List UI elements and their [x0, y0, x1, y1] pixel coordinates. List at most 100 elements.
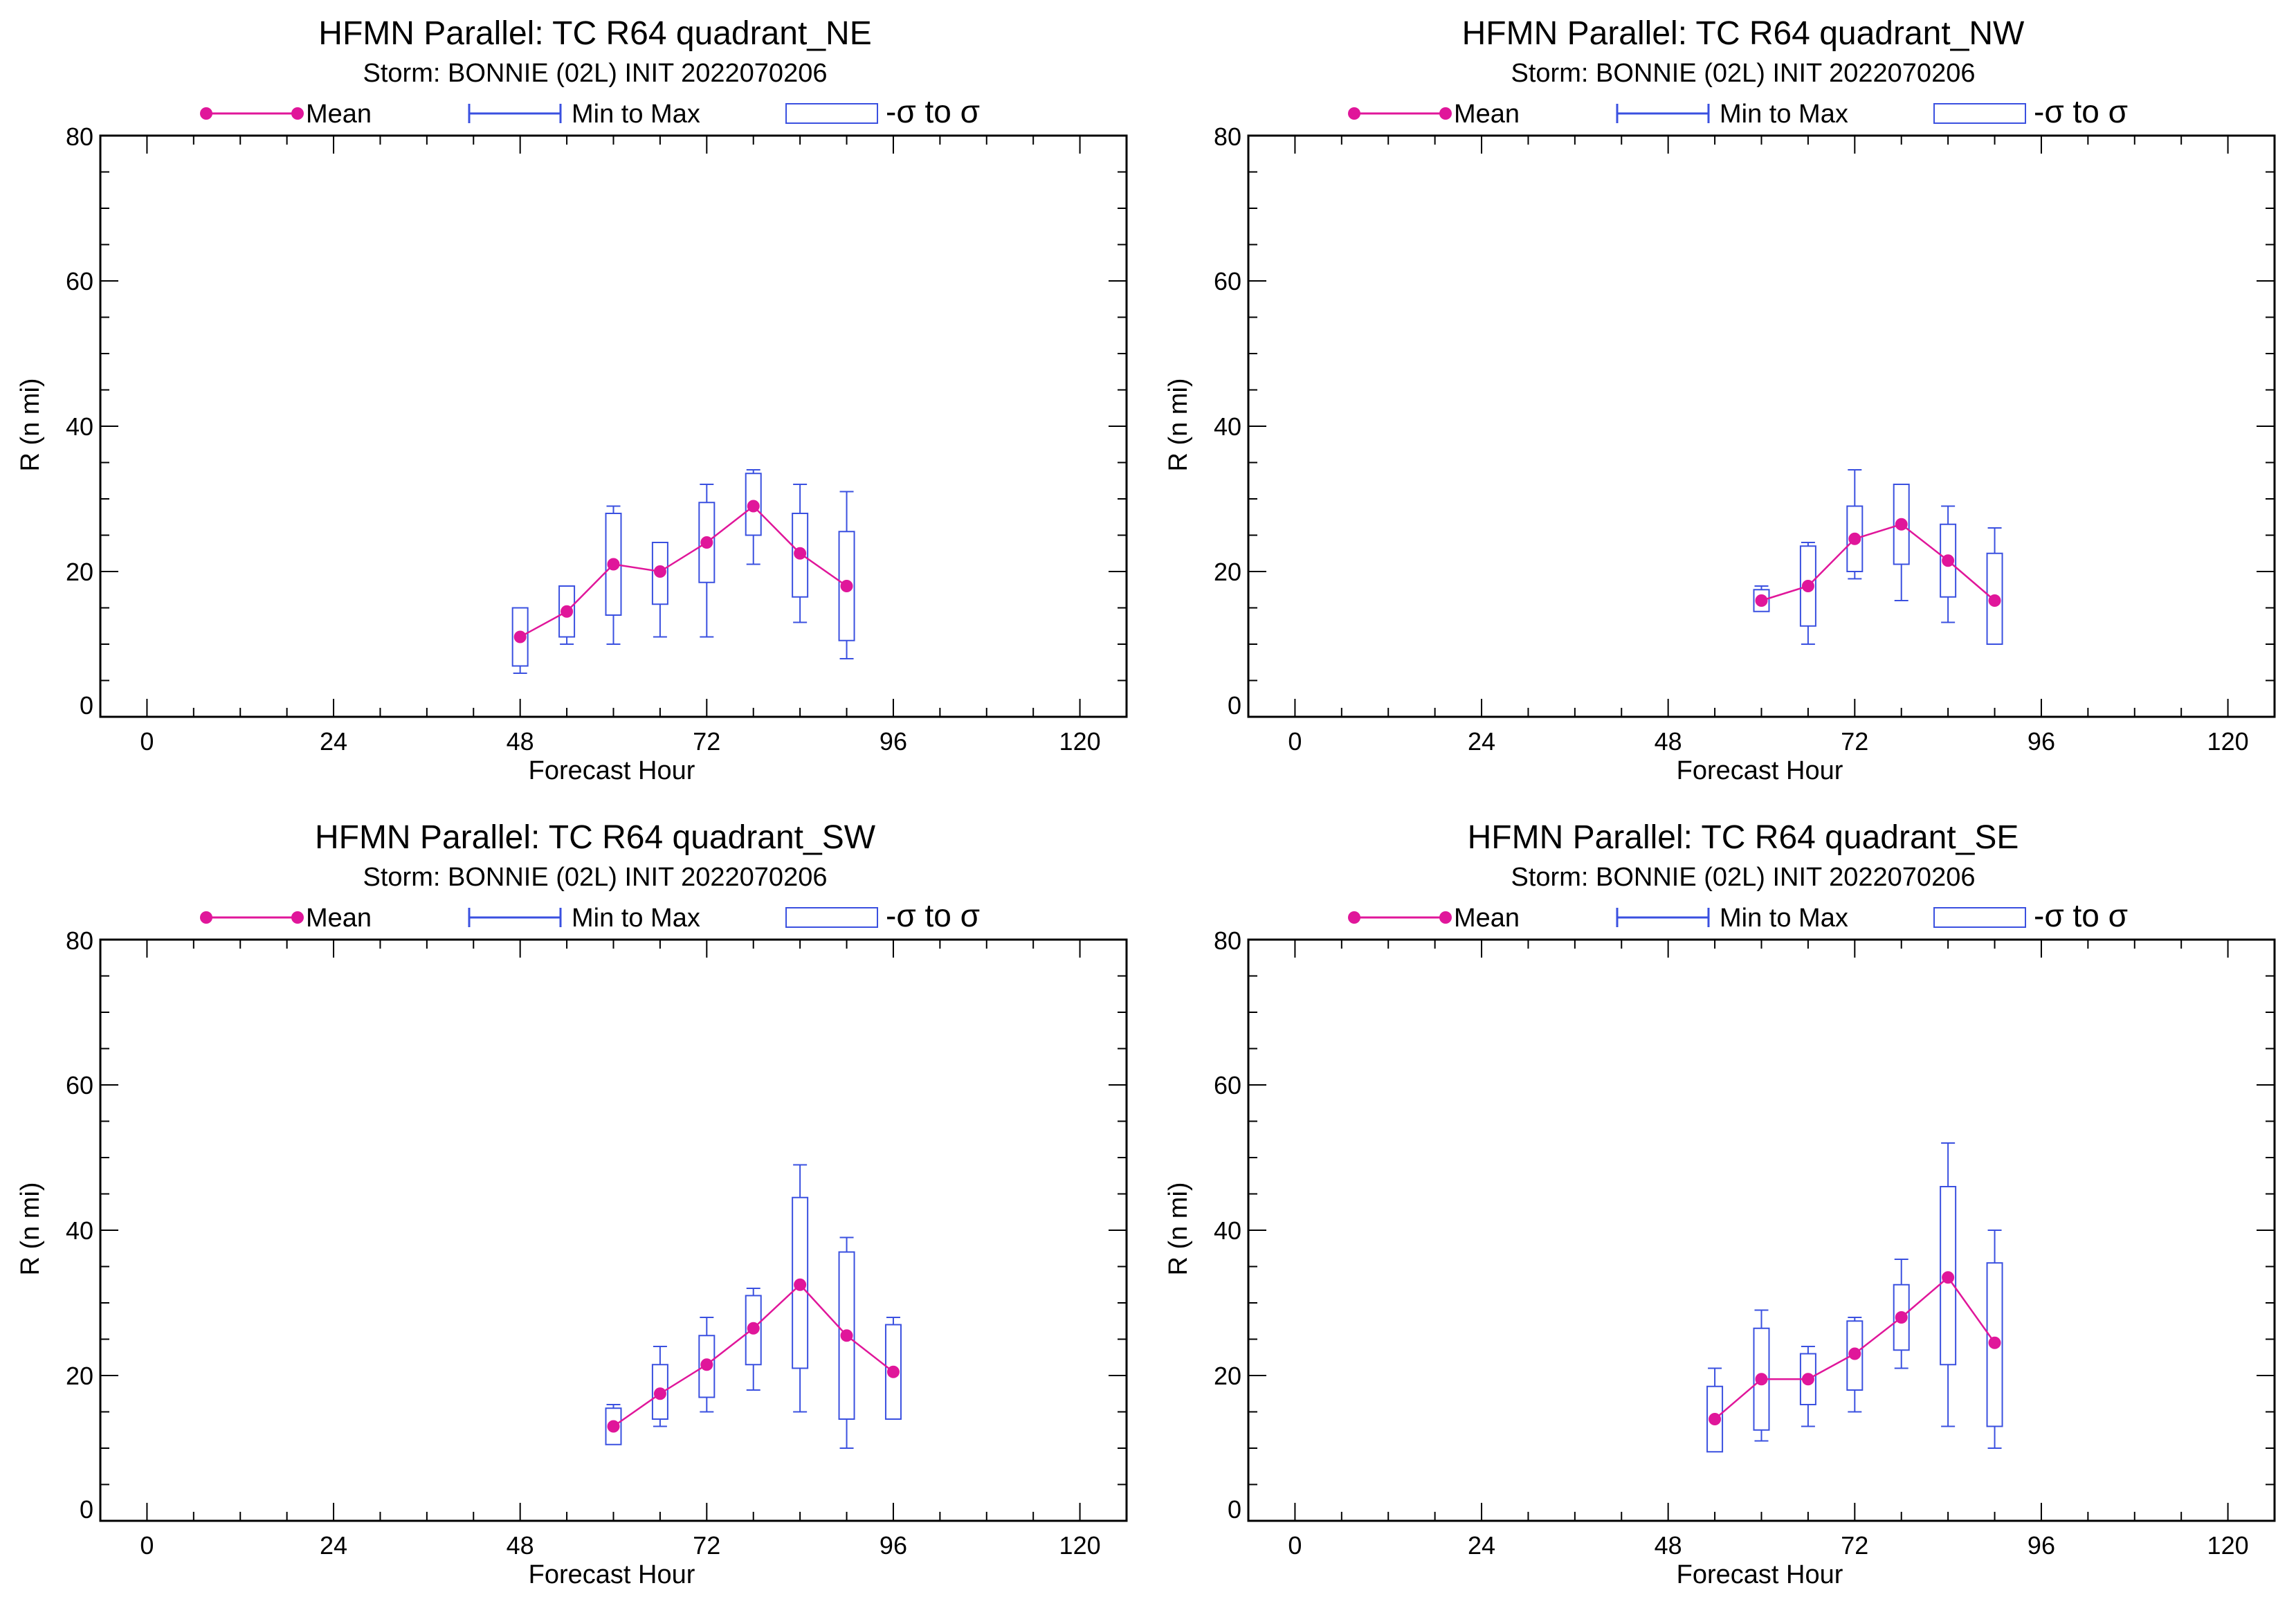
x-tick-label: 0	[1288, 727, 1302, 756]
y-tick-label: 20	[1214, 558, 1241, 586]
y-tick-label: 80	[1214, 926, 1241, 955]
y-tick-label: 0	[80, 1495, 93, 1524]
mean-line	[1761, 523, 1996, 602]
mean-point	[1755, 594, 1768, 607]
mean-point	[653, 565, 666, 578]
x-tick-label: 120	[2207, 727, 2249, 756]
plot-area: 0 24 48 72 96 120 0 20 40 60 80	[66, 926, 1128, 1560]
mean-point	[653, 1387, 666, 1400]
legend-mean-label: Mean	[1454, 100, 1520, 129]
chart-panel-ne: HFMN Parallel: TC R64 quadrant_NE Storm:…	[0, 0, 1148, 804]
x-tick-label: 24	[320, 1531, 347, 1560]
x-axis-label: Forecast Hour	[1677, 1560, 1843, 1589]
x-tick-label: 96	[2028, 727, 2055, 756]
y-tick-label: 40	[1214, 412, 1241, 441]
mean-point	[1895, 1311, 1908, 1324]
y-tick-label: 20	[1214, 1362, 1241, 1390]
chart-se: HFMN Parallel: TC R64 quadrant_SE Storm:…	[1164, 819, 2276, 1589]
y-tick-label: 60	[1214, 1071, 1241, 1099]
mean-point	[1755, 1373, 1768, 1386]
legend-minmax-label: Min to Max	[572, 100, 700, 129]
chart-panel-sw: HFMN Parallel: TC R64 quadrant_SW Storm:…	[0, 804, 1148, 1608]
legend-mean-marker	[200, 911, 212, 924]
y-axis-label: R (n mi)	[16, 1182, 45, 1275]
mean-point	[1988, 594, 2001, 607]
chart-subtitle: Storm: BONNIE (02L) INIT 2022070206	[363, 59, 828, 88]
chart-panel-se: HFMN Parallel: TC R64 quadrant_SE Storm:…	[1148, 804, 2296, 1608]
legend-sigma-label: -σ to σ	[886, 93, 980, 129]
mean-point	[747, 1322, 760, 1335]
y-tick-label: 80	[66, 926, 93, 955]
mean-point	[1709, 1413, 1722, 1425]
y-tick-label: 60	[1214, 267, 1241, 295]
mean-point	[747, 500, 760, 513]
legend-sigma-box	[785, 907, 878, 928]
legend-sigma-box	[1933, 103, 2026, 124]
chart-title: HFMN Parallel: TC R64 quadrant_SW	[315, 819, 876, 856]
legend-sigma-box	[785, 103, 878, 124]
y-tick-label: 80	[1214, 122, 1241, 151]
x-tick-label: 24	[1468, 1531, 1495, 1560]
x-axis-label: Forecast Hour	[1677, 756, 1843, 785]
y-tick-label: 0	[80, 691, 93, 720]
mean-point	[607, 558, 620, 571]
plot-area: 0 24 48 72 96 120 0 20 40 60 80	[1214, 926, 2276, 1560]
x-tick-label: 48	[507, 1531, 534, 1560]
x-axis-label: Forecast Hour	[529, 756, 695, 785]
x-tick-label: 24	[320, 727, 347, 756]
y-tick-label: 40	[66, 412, 93, 441]
legend-mean-marker	[291, 107, 304, 120]
legend-mean-label: Mean	[306, 100, 372, 129]
mean-point	[1801, 1373, 1814, 1386]
chart-subtitle: Storm: BONNIE (02L) INIT 2022070206	[363, 863, 828, 892]
legend-mean-marker	[1348, 107, 1360, 120]
legend-mean-marker	[1439, 911, 1452, 924]
mean-point	[513, 630, 527, 643]
legend: Mean Min to Max -σ to σ	[200, 93, 980, 129]
legend-sigma-label: -σ to σ	[2034, 93, 2128, 129]
x-tick-label: 48	[507, 727, 534, 756]
x-tick-label: 48	[1655, 727, 1682, 756]
plot-area: 0 24 48 72 96 120 0 20 40 60 80	[66, 122, 1128, 756]
mean-point	[700, 1358, 713, 1371]
mean-point	[561, 605, 574, 618]
y-tick-label: 60	[66, 267, 93, 295]
x-tick-label: 96	[880, 1531, 907, 1560]
chart-title: HFMN Parallel: TC R64 quadrant_NE	[318, 15, 871, 52]
y-axis-label: R (n mi)	[1164, 1182, 1193, 1275]
x-tick-label: 72	[693, 727, 720, 756]
legend: Mean Min to Max -σ to σ	[1348, 93, 2128, 129]
legend-mean-marker	[1348, 911, 1360, 924]
x-axis-label: Forecast Hour	[529, 1560, 695, 1589]
legend-sigma-label: -σ to σ	[2034, 897, 2128, 933]
y-tick-label: 40	[1214, 1216, 1241, 1245]
legend-minmax-label: Min to Max	[1720, 904, 1848, 933]
y-axis-label: R (n mi)	[16, 378, 45, 471]
mean-point	[1942, 554, 1955, 567]
mean-point	[1895, 518, 1908, 531]
plot-frame	[1247, 134, 2276, 718]
legend-mean-marker	[291, 911, 304, 924]
mean-point	[1988, 1336, 2001, 1349]
legend-sigma-box	[1933, 907, 2026, 928]
mean-point	[607, 1420, 620, 1433]
legend-minmax-label: Min to Max	[572, 904, 700, 933]
y-axis-label: R (n mi)	[1164, 378, 1193, 471]
y-tick-label: 20	[66, 1362, 93, 1390]
chart-subtitle: Storm: BONNIE (02L) INIT 2022070206	[1511, 59, 1976, 88]
chart-title: HFMN Parallel: TC R64 quadrant_NW	[1462, 15, 2025, 52]
legend-mean-marker	[1439, 107, 1452, 120]
x-tick-label: 0	[1288, 1531, 1302, 1560]
x-tick-label: 96	[880, 727, 907, 756]
legend-sigma-label: -σ to σ	[886, 897, 980, 933]
legend-mean-label: Mean	[306, 904, 372, 933]
x-tick-label: 120	[1059, 1531, 1101, 1560]
x-tick-label: 120	[2207, 1531, 2249, 1560]
legend-minmax-label: Min to Max	[1720, 100, 1848, 129]
mean-point	[794, 547, 807, 560]
x-tick-label: 96	[2028, 1531, 2055, 1560]
legend-mean-marker	[200, 107, 212, 120]
chart-ne: HFMN Parallel: TC R64 quadrant_NE Storm:…	[16, 15, 1128, 785]
mean-point	[1801, 580, 1814, 592]
mean-line	[520, 504, 848, 638]
